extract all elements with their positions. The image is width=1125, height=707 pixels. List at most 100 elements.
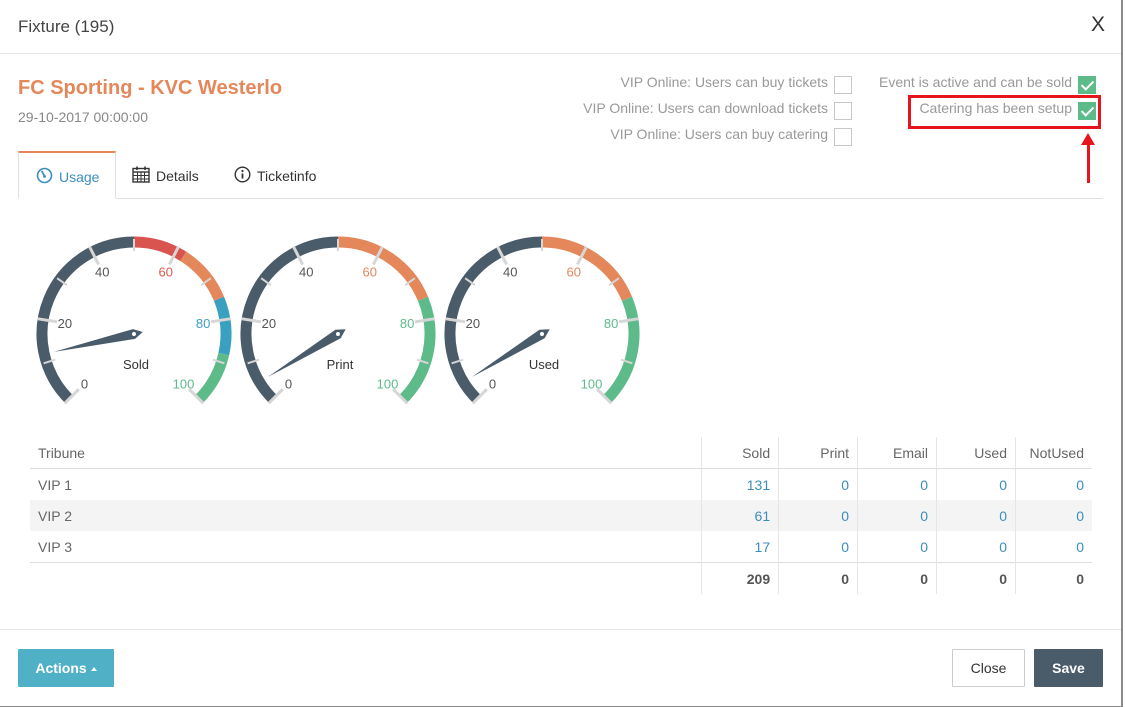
email-link[interactable]: 0 — [920, 476, 929, 493]
gauge-tick — [168, 246, 180, 266]
table-row: VIP 1 131 0 0 0 0 — [30, 468, 1092, 500]
gauge-band — [195, 352, 230, 403]
email-link[interactable]: 0 — [920, 538, 929, 555]
col-notused: NotUsed — [1014, 437, 1092, 469]
tribune-name: VIP 2 — [30, 500, 702, 531]
gauge-tick-label: 80 — [196, 316, 210, 331]
save-button[interactable]: Save — [1034, 649, 1103, 687]
buy-catering-checkbox[interactable] — [834, 128, 852, 146]
buy-tickets-checkbox[interactable] — [834, 76, 852, 94]
print-link[interactable]: 0 — [841, 507, 850, 524]
totals-label — [30, 562, 702, 594]
print-link[interactable]: 0 — [841, 538, 850, 555]
table-header-row: Tribune Sold Print Email Used NotUsed — [30, 437, 1092, 469]
table-row: VIP 3 17 0 0 0 0 — [30, 531, 1092, 563]
tab-label: Ticketinfo — [257, 168, 317, 184]
gauge-tick-label: 0 — [489, 376, 496, 391]
gauge-needle — [53, 329, 143, 352]
gauge-band — [240, 236, 339, 403]
notused-link[interactable]: 0 — [1076, 538, 1084, 555]
sold-link[interactable]: 61 — [754, 507, 771, 524]
tab-label: Details — [156, 168, 199, 184]
status-label: Event is active and can be sold — [878, 74, 1072, 90]
gauge-tick-label: 100 — [173, 376, 195, 391]
email-link[interactable]: 0 — [920, 507, 929, 524]
annotation-arrow-head — [1081, 133, 1095, 145]
gauge-tick — [608, 277, 620, 287]
tribune-name: VIP 3 — [38, 538, 72, 555]
gauge-tick — [88, 246, 100, 266]
caret-up-icon — [90, 667, 97, 672]
used-link[interactable]: 0 — [999, 538, 1007, 555]
sold-link[interactable]: 131 — [746, 476, 771, 493]
gauge-tick-label: 20 — [262, 316, 276, 331]
gauge-tick — [471, 388, 488, 405]
catering-setup-checkbox[interactable] — [1078, 102, 1096, 120]
gauge-tick-label: 60 — [159, 265, 173, 280]
col-sold: Sold — [701, 437, 779, 469]
status-event-active: Event is active and can be sold — [860, 73, 1096, 94]
total-email: 0 — [857, 562, 937, 594]
gauge-tick — [267, 388, 284, 405]
option-buy-tickets: VIP Online: Users can buy tickets — [560, 73, 852, 94]
gauge-tick-label: 0 — [81, 376, 88, 391]
gauge-band — [180, 251, 225, 302]
gauge-tick-label: 60 — [363, 265, 377, 280]
gauge-tick — [247, 358, 260, 365]
tab-label: Usage — [59, 169, 100, 185]
gauge-band — [603, 296, 640, 403]
status-catering-setup: Catering has been setup — [860, 99, 1096, 120]
gauge-label: Print — [327, 357, 354, 372]
close-icon[interactable]: X — [1090, 13, 1105, 36]
tab-ticketinfo[interactable]: Ticketinfo — [234, 151, 344, 198]
used-link[interactable]: 0 — [999, 476, 1007, 493]
option-label: VIP Online: Users can download tickets — [583, 100, 828, 116]
download-tickets-checkbox[interactable] — [834, 102, 852, 120]
gauge-tick-label: 40 — [95, 265, 109, 280]
option-label: VIP Online: Users can buy tickets — [620, 74, 829, 90]
gauge-tick — [392, 388, 409, 405]
col-email: Email — [857, 437, 937, 469]
total-sold: 209 — [701, 562, 779, 594]
gauge-tick — [496, 246, 508, 266]
status-label: Catering has been setup — [919, 100, 1072, 116]
gauge-tick — [576, 246, 588, 266]
table-row: VIP 2 61 0 0 0 0 — [30, 500, 1092, 531]
tab-usage[interactable]: Usage — [18, 151, 116, 199]
notused-link[interactable]: 0 — [1076, 507, 1084, 524]
actions-button[interactable]: Actions — [18, 649, 114, 687]
gauge-label: Sold — [123, 357, 149, 372]
gauge-needle-pivot — [336, 332, 340, 336]
gauge-tick-label: 100 — [377, 376, 399, 391]
gauge-tick — [444, 317, 466, 324]
gauge-tick — [451, 358, 464, 365]
gauge-tick — [210, 317, 232, 324]
gauge-tick-label: 40 — [299, 265, 313, 280]
gauge-needle-pivot — [540, 332, 544, 336]
gauge-tick — [464, 277, 476, 287]
gauge-icon — [36, 167, 53, 187]
option-label: VIP Online: Users can buy catering — [610, 126, 828, 142]
event-active-checkbox[interactable] — [1078, 76, 1096, 94]
modal-footer: Actions Close Save — [0, 629, 1121, 706]
gauge-tick — [618, 317, 640, 324]
gauge-band — [36, 236, 135, 403]
col-tribune: Tribune — [30, 437, 702, 469]
option-buy-catering: VIP Online: Users can buy catering — [560, 125, 852, 146]
print-link[interactable]: 0 — [841, 476, 850, 493]
gauges-panel: 0 20 40 60 80 100 Sold 0 20 40 60 80 100 Print 0 20 40 60… — [30, 230, 650, 420]
notused-link[interactable]: 0 — [1076, 476, 1084, 493]
gauge-band — [213, 296, 232, 356]
close-button[interactable]: Close — [952, 649, 1025, 687]
used-link[interactable]: 0 — [999, 507, 1007, 524]
calendar-icon — [132, 166, 150, 186]
tab-details[interactable]: Details — [132, 151, 227, 198]
gauge-needle — [268, 329, 346, 377]
annotation-highlight-box — [908, 95, 1101, 129]
gauge-tick — [63, 388, 80, 405]
gauge-band — [444, 236, 543, 403]
total-used: 0 — [936, 562, 1016, 594]
gauge-tick-label: 40 — [503, 265, 517, 280]
sold-link[interactable]: 17 — [754, 538, 771, 555]
